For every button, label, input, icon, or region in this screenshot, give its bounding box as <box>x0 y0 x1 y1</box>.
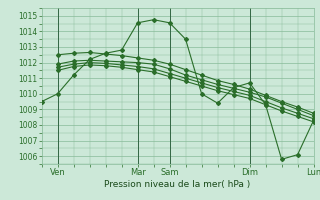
X-axis label: Pression niveau de la mer( hPa ): Pression niveau de la mer( hPa ) <box>104 180 251 189</box>
